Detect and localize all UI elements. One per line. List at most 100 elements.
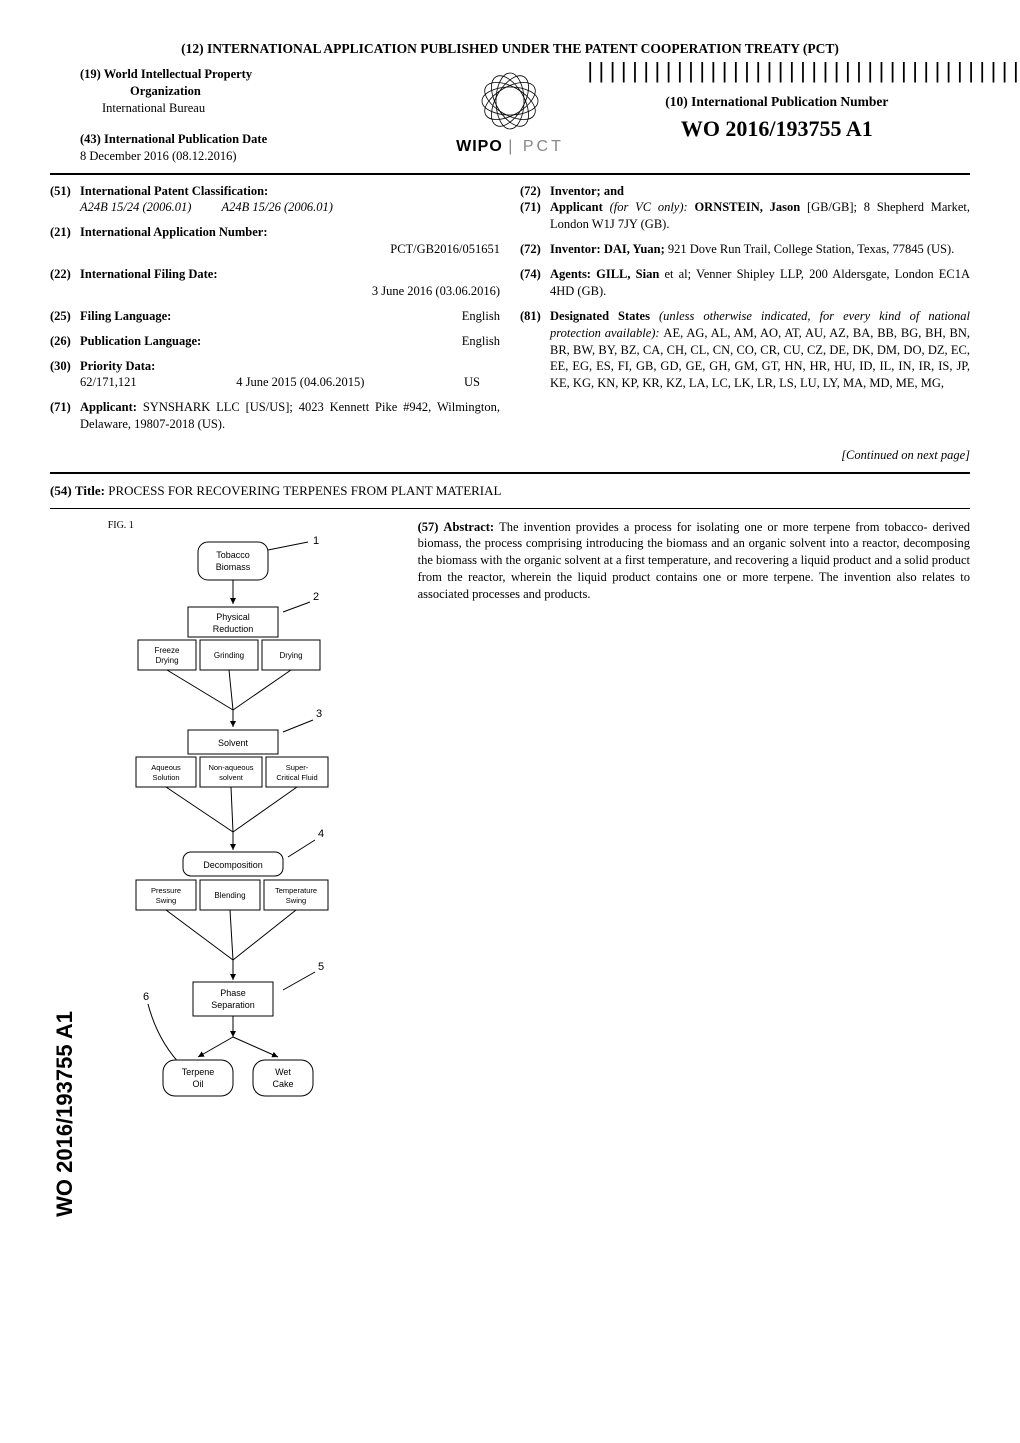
divider [50, 472, 970, 474]
svg-text:solvent: solvent [219, 773, 244, 782]
header-left: (19) World Intellectual Property Organiz… [50, 66, 436, 164]
bib-value: English [462, 333, 500, 350]
bib-num: (22) [50, 266, 80, 300]
wipo-pct-label: WIPO | PCT [436, 136, 583, 158]
header-center: WIPO | PCT [436, 66, 583, 158]
priority-country: US [464, 374, 480, 391]
svg-text:Phase: Phase [220, 988, 246, 998]
biblio-left: (51) International Patent Classification… [50, 183, 500, 442]
figure-column: WO 2016/193755 A1 FIG. 1 Tobacco Biomass… [50, 519, 400, 1217]
svg-text:Solvent: Solvent [218, 738, 249, 748]
svg-text:6: 6 [143, 991, 149, 1003]
bib-num: (71) [50, 399, 80, 433]
svg-text:Oil: Oil [192, 1079, 203, 1089]
header-right: ||||||||||||||||||||||||||||||||||||||||… [584, 66, 970, 143]
ipc-code: A24B 15/24 (2006.01) [80, 199, 191, 216]
svg-text:Separation: Separation [211, 1000, 255, 1010]
bib-value: English [462, 308, 500, 325]
bib-label: Priority Data: [80, 359, 155, 373]
lower-section: WO 2016/193755 A1 FIG. 1 Tobacco Biomass… [50, 519, 970, 1217]
priority-date: 4 June 2015 (04.06.2015) [236, 374, 364, 391]
svg-text:3: 3 [316, 708, 322, 720]
wipo-logo-icon [475, 66, 545, 136]
title-text: PROCESS FOR RECOVERING TERPENES FROM PLA… [108, 483, 501, 498]
svg-text:Critical Fluid: Critical Fluid [276, 773, 317, 782]
svg-text:Aqueous: Aqueous [151, 763, 181, 772]
abstract-label: Abstract: [443, 520, 499, 534]
svg-text:Pressure: Pressure [151, 886, 181, 895]
svg-text:Blending: Blending [214, 891, 245, 900]
bib-num: (72) (71) [520, 183, 550, 234]
bib-label: International Filing Date: [80, 267, 218, 281]
continued-note: [Continued on next page] [50, 447, 970, 464]
svg-text:Physical: Physical [216, 612, 250, 622]
barcode-top: ||||||||||||||||||||||||||||||||||||||||… [584, 66, 970, 79]
bib-value: 3 June 2016 (03.06.2016) [80, 283, 500, 300]
side-pub-text: WO 2016/193755 A1 [50, 1011, 80, 1217]
bib-label: Inventor; and [550, 184, 624, 198]
header-row: (19) World Intellectual Property Organiz… [50, 66, 970, 164]
pub-num: WO 2016/193755 A1 [584, 114, 970, 144]
svg-text:Drying: Drying [279, 651, 302, 660]
bib-label: International Patent Classification: [80, 184, 268, 198]
bib-label: Designated States [550, 309, 659, 323]
bib-num: (74) [520, 266, 550, 300]
svg-text:Biomass: Biomass [215, 562, 250, 572]
priority-appnum: 62/171,121 [80, 374, 137, 391]
side-publication-code: WO 2016/193755 A1 [50, 1001, 80, 1217]
title-num: (54) [50, 483, 72, 498]
svg-text:Wet: Wet [275, 1067, 291, 1077]
figure-caption: FIG. 1 [108, 519, 400, 533]
bib-item: (26) Publication Language: English [50, 333, 500, 350]
bib-label: Filing Language: [80, 308, 171, 325]
svg-text:Swing: Swing [285, 896, 305, 905]
svg-text:Super-: Super- [285, 763, 308, 772]
bib-value: PCT/GB2016/051651 [80, 241, 500, 258]
svg-text:Tobacco: Tobacco [216, 550, 250, 560]
bib-item: (71) Applicant: SYNSHARK LLC [US/US]; 40… [50, 399, 500, 433]
bib-label: Applicant: [80, 400, 143, 414]
bib-label: Inventor: [550, 242, 604, 256]
bib-num-72: (72) [520, 184, 541, 198]
pub-num-label: (10) International Publication Number [584, 93, 970, 111]
divider [50, 508, 970, 509]
bib-label: International Application Number: [80, 225, 268, 239]
divider [50, 173, 970, 175]
svg-text:5: 5 [318, 961, 324, 973]
svg-text:Solution: Solution [152, 773, 179, 782]
bib-item: (22) International Filing Date: 3 June 2… [50, 266, 500, 300]
bib-num: (51) [50, 183, 80, 217]
svg-text:Cake: Cake [272, 1079, 293, 1089]
bib-num: (26) [50, 333, 80, 350]
biblio-right: (72) (71) Inventor; and Applicant (for V… [520, 183, 970, 442]
bib-item: (51) International Patent Classification… [50, 183, 500, 217]
svg-text:Temperature: Temperature [275, 886, 317, 895]
pct-header: (12) INTERNATIONAL APPLICATION PUBLISHED… [50, 40, 970, 58]
bib-num: (21) [50, 224, 80, 258]
bureau: International Bureau [80, 101, 205, 115]
bib-label: Agents: [550, 267, 596, 281]
flowchart-figure: Tobacco Biomass 1 2 Physical Reduction F… [88, 532, 368, 1212]
svg-text:Swing: Swing [155, 896, 175, 905]
bib-num: (81) [520, 308, 550, 392]
svg-text:Non-aqueous: Non-aqueous [208, 763, 253, 772]
bib-num: (25) [50, 308, 80, 325]
svg-text:2: 2 [313, 591, 319, 603]
svg-text:Decomposition: Decomposition [203, 860, 263, 870]
bib-label: Applicant [550, 200, 610, 214]
bib-item: (81) Designated States (unless otherwise… [520, 308, 970, 392]
pub-date-label: (43) International Publication Date [80, 132, 267, 146]
bib-italic: (for VC only): [610, 200, 695, 214]
bib-num: (72) [520, 241, 550, 258]
bib-item: (30) Priority Data: 62/171,121 4 June 20… [50, 358, 500, 392]
bib-num: (30) [50, 358, 80, 392]
bib-item: (25) Filing Language: English [50, 308, 500, 325]
biblio-section: (51) International Patent Classification… [50, 183, 970, 442]
wipo-line2: Organization [80, 84, 201, 98]
svg-text:4: 4 [318, 828, 324, 840]
svg-text:Grinding: Grinding [214, 651, 244, 660]
title-row: (54) Title: PROCESS FOR RECOVERING TERPE… [50, 482, 970, 500]
bib-item: (74) Agents: GILL, Sian et al; Venner Sh… [520, 266, 970, 300]
bib-item: (72) Inventor: DAI, Yuan; 921 Dove Run T… [520, 241, 970, 258]
pub-date-value: 8 December 2016 (08.12.2016) [80, 149, 237, 163]
